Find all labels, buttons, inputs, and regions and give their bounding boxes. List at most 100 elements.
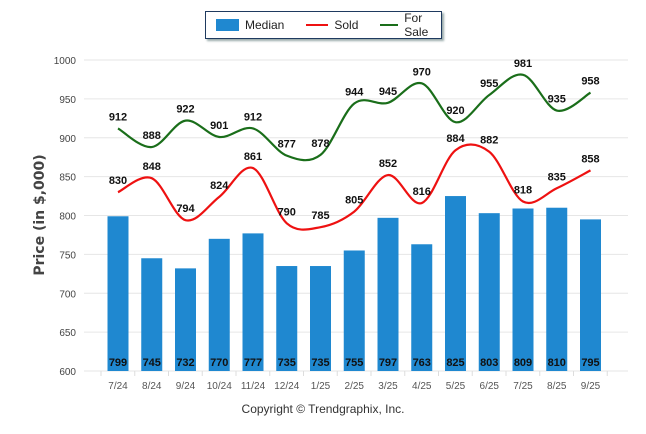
- y-tick-label: 1000: [54, 56, 77, 67]
- for-sale-line[interactable]: [117, 73, 592, 162]
- sold-data-label: 852: [379, 158, 397, 170]
- for-sale-data-label: 877: [278, 139, 296, 151]
- for-sale-data-label: 944: [345, 87, 364, 99]
- for-sale-data-label: 878: [311, 138, 329, 150]
- y-tick-label: 900: [59, 134, 76, 145]
- for-sale-data-label: 981: [514, 58, 532, 70]
- sold-data-label: 884: [446, 133, 465, 145]
- sold-data-label: 848: [143, 161, 161, 173]
- for-sale-data-label: 922: [176, 104, 194, 116]
- sold-data-label: 830: [109, 175, 127, 187]
- for-sale-data-label: 935: [548, 94, 566, 106]
- median-data-label: 770: [210, 357, 228, 369]
- sold-swatch-icon: [306, 24, 329, 26]
- median-bar[interactable]: [310, 266, 331, 371]
- median-data-label: 803: [480, 357, 498, 369]
- median-data-label: 795: [581, 357, 599, 369]
- sold-data-label: 790: [278, 206, 296, 218]
- y-tick-label: 650: [59, 328, 76, 339]
- for-sale-data-label: 955: [480, 78, 498, 90]
- sold-data-label: 858: [581, 153, 599, 165]
- sold-data-label: 861: [244, 151, 262, 163]
- legend-item-for-sale[interactable]: For Sale: [380, 11, 441, 39]
- median-data-label: 732: [176, 357, 194, 369]
- median-bar[interactable]: [580, 219, 601, 371]
- x-tick-label: 9/25: [581, 381, 601, 392]
- median-data-label: 799: [109, 357, 127, 369]
- y-tick-label: 600: [59, 367, 76, 378]
- legend-item-sold[interactable]: Sold: [306, 18, 358, 32]
- x-tick-label: 2/25: [345, 381, 365, 392]
- median-bar[interactable]: [242, 233, 264, 371]
- x-tick-label: 4/25: [412, 381, 432, 392]
- y-tick-label: 800: [59, 212, 76, 223]
- x-tick-label: 11/24: [241, 381, 266, 392]
- median-bar[interactable]: [208, 238, 230, 371]
- median-data-label: 810: [548, 357, 566, 369]
- x-tick-label: 8/24: [142, 381, 162, 392]
- sold-data-label: 882: [480, 135, 498, 147]
- median-bar[interactable]: [343, 250, 365, 371]
- for-sale-data-label: 958: [581, 76, 599, 88]
- x-tick-label: 7/25: [513, 381, 533, 392]
- median-bar[interactable]: [512, 208, 534, 371]
- median-data-label: 755: [345, 357, 363, 369]
- y-tick-label: 950: [59, 95, 76, 106]
- legend-label: For Sale: [404, 11, 429, 39]
- median-bar[interactable]: [377, 217, 399, 371]
- legend-label: Median: [245, 18, 285, 32]
- line-series: [117, 73, 592, 231]
- x-tick-label: 6/25: [480, 381, 500, 392]
- median-data-label: 797: [379, 357, 397, 369]
- median-data-label: 809: [514, 357, 532, 369]
- x-tick-label: 3/25: [378, 381, 398, 392]
- sold-data-label: 818: [514, 185, 532, 197]
- sold-data-label: 805: [345, 195, 363, 207]
- for-sale-data-label: 901: [210, 120, 228, 132]
- median-bar[interactable]: [546, 207, 568, 371]
- sold-data-label: 835: [548, 171, 566, 183]
- median-swatch-icon: [216, 19, 239, 31]
- median-bar[interactable]: [478, 213, 500, 371]
- x-tick-label: 10/24: [207, 381, 232, 392]
- copyright-text: Copyright © Trendgraphix, Inc.: [241, 402, 405, 416]
- x-tick-label: 5/25: [446, 381, 466, 392]
- x-tick-labels: 7/24 8/24 9/24 10/24 11/24 12/24 1/25 2/25 3/25 4…: [108, 381, 600, 392]
- median-bar[interactable]: [107, 216, 129, 371]
- data-labels: 799 745 732 770 777 735 735 755 797 763 825 803 809 8…: [109, 58, 600, 369]
- sold-data-label: 816: [413, 186, 431, 198]
- y-tick-label: 850: [59, 173, 76, 184]
- x-tick-label: 9/24: [176, 381, 196, 392]
- x-tick-label: 1/25: [311, 381, 331, 392]
- sold-data-label: 785: [311, 210, 329, 222]
- for-sale-swatch-icon: [380, 24, 399, 26]
- gridlines: [84, 59, 628, 376]
- sold-line[interactable]: [117, 143, 592, 231]
- for-sale-data-label: 970: [413, 66, 431, 78]
- for-sale-data-label: 920: [446, 105, 464, 117]
- median-bar[interactable]: [141, 258, 163, 371]
- median-bar[interactable]: [445, 196, 466, 371]
- legend: Median Sold For Sale: [205, 11, 442, 39]
- median-bars: [107, 196, 601, 371]
- median-bar[interactable]: [411, 244, 433, 371]
- median-data-label: 825: [446, 357, 464, 369]
- median-bar[interactable]: [175, 268, 196, 371]
- y-tick-label: 700: [59, 289, 76, 300]
- y-axis-label: Price (in $,000): [32, 154, 48, 275]
- y-tick-label: 750: [59, 250, 76, 261]
- median-data-label: 763: [413, 357, 431, 369]
- for-sale-data-label: 945: [379, 86, 397, 98]
- legend-label: Sold: [334, 18, 359, 32]
- sold-data-label: 794: [176, 203, 195, 215]
- x-tick-label: 7/24: [108, 381, 128, 392]
- median-data-label: 735: [311, 357, 329, 369]
- for-sale-data-label: 888: [143, 130, 161, 142]
- median-bar[interactable]: [276, 266, 298, 371]
- y-tick-labels: 600 650 700 750 800 850 900 950 1000: [54, 56, 77, 378]
- legend-item-median[interactable]: Median: [216, 18, 284, 32]
- for-sale-data-label: 912: [244, 111, 262, 123]
- x-tick-label: 8/25: [547, 381, 567, 392]
- median-data-label: 777: [244, 357, 262, 369]
